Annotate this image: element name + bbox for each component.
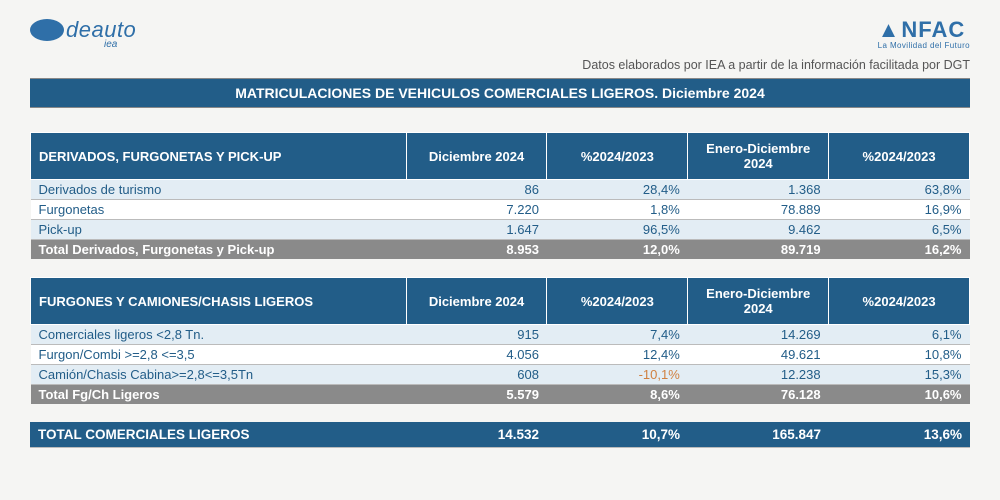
table-row: Camión/Chasis Cabina>=2,8<=3,5Tn608-10,1… (31, 365, 970, 385)
col-pct1: %2024/2023 (547, 133, 688, 180)
row-value: 63,8% (829, 180, 970, 200)
logo-ideauto: deauto iea (30, 17, 136, 50)
row-value: 78.889 (688, 200, 829, 220)
row-label: Furgon/Combi >=2,8 <=3,5 (31, 345, 407, 365)
row-value: 7.220 (406, 200, 547, 220)
col-ytd: Enero-Diciembre 2024 (688, 133, 829, 180)
col-ytd: Enero-Diciembre 2024 (688, 278, 829, 325)
grand-total-v2: 165.847 (688, 422, 829, 448)
total-value: 16,2% (829, 240, 970, 260)
row-value: -10,1% (547, 365, 688, 385)
page-title: MATRICULACIONES DE VEHICULOS COMERCIALES… (30, 78, 970, 108)
row-value: 1,8% (547, 200, 688, 220)
total-row: Total Fg/Ch Ligeros5.5798,6%76.12810,6% (31, 385, 970, 405)
row-value: 49.621 (688, 345, 829, 365)
row-label: Derivados de turismo (31, 180, 407, 200)
row-value: 9.462 (688, 220, 829, 240)
row-value: 16,9% (829, 200, 970, 220)
table1-title: DERIVADOS, FURGONETAS Y PICK-UP (31, 133, 407, 180)
ideauto-icon (30, 19, 64, 41)
table-derivados: DERIVADOS, FURGONETAS Y PICK-UP Diciembr… (30, 132, 970, 259)
total-value: 10,6% (829, 385, 970, 405)
table-furgones: FURGONES Y CAMIONES/CHASIS LIGEROS Dicie… (30, 277, 970, 404)
total-value: 12,0% (547, 240, 688, 260)
row-label: Pick-up (31, 220, 407, 240)
data-source-note: Datos elaborados por IEA a partir de la … (30, 58, 970, 72)
row-value: 10,8% (829, 345, 970, 365)
col-pct1: %2024/2023 (547, 278, 688, 325)
header-logos: deauto iea ▲ NFAC La Movilidad del Futur… (30, 12, 970, 54)
table2-title: FURGONES Y CAMIONES/CHASIS LIGEROS (31, 278, 407, 325)
row-label: Furgonetas (31, 200, 407, 220)
row-value: 1.647 (406, 220, 547, 240)
total-label: Total Fg/Ch Ligeros (31, 385, 407, 405)
row-value: 915 (406, 325, 547, 345)
grand-total-v0: 14.532 (406, 422, 547, 448)
row-value: 7,4% (547, 325, 688, 345)
logo-right-text: NFAC (901, 17, 965, 43)
table-row: Pick-up1.64796,5%9.4626,5% (31, 220, 970, 240)
col-pct2: %2024/2023 (829, 278, 970, 325)
total-label: Total Derivados, Furgonetas y Pick-up (31, 240, 407, 260)
row-value: 86 (406, 180, 547, 200)
row-value: 15,3% (829, 365, 970, 385)
row-value: 6,5% (829, 220, 970, 240)
col-pct2: %2024/2023 (829, 133, 970, 180)
logo-right-sub: La Movilidad del Futuro (878, 41, 970, 50)
row-value: 14.269 (688, 325, 829, 345)
grand-total-v1: 10,7% (547, 422, 688, 448)
row-value: 4.056 (406, 345, 547, 365)
total-value: 8,6% (547, 385, 688, 405)
row-value: 12,4% (547, 345, 688, 365)
row-value: 608 (406, 365, 547, 385)
row-label: Camión/Chasis Cabina>=2,8<=3,5Tn (31, 365, 407, 385)
row-value: 6,1% (829, 325, 970, 345)
grand-total-label: TOTAL COMERCIALES LIGEROS (30, 422, 406, 448)
anfac-icon: ▲ (878, 17, 900, 43)
row-value: 1.368 (688, 180, 829, 200)
col-dec2024: Diciembre 2024 (406, 133, 547, 180)
total-value: 5.579 (406, 385, 547, 405)
table1-head: DERIVADOS, FURGONETAS Y PICK-UP Diciembr… (31, 133, 970, 180)
table-row: Furgonetas7.2201,8%78.88916,9% (31, 200, 970, 220)
grand-total-v3: 13,6% (829, 422, 970, 448)
total-value: 89.719 (688, 240, 829, 260)
row-value: 28,4% (547, 180, 688, 200)
table-row: Derivados de turismo8628,4%1.36863,8% (31, 180, 970, 200)
logo-left-text: deauto (66, 17, 136, 43)
grand-total-row: TOTAL COMERCIALES LIGEROS 14.532 10,7% 1… (30, 422, 970, 448)
table-row: Comerciales ligeros <2,8 Tn.9157,4%14.26… (31, 325, 970, 345)
logo-anfac: ▲ NFAC La Movilidad del Futuro (878, 17, 970, 50)
row-value: 12.238 (688, 365, 829, 385)
row-label: Comerciales ligeros <2,8 Tn. (31, 325, 407, 345)
total-value: 8.953 (406, 240, 547, 260)
col-dec2024: Diciembre 2024 (406, 278, 547, 325)
total-row: Total Derivados, Furgonetas y Pick-up8.9… (31, 240, 970, 260)
table-row: Furgon/Combi >=2,8 <=3,54.05612,4%49.621… (31, 345, 970, 365)
total-value: 76.128 (688, 385, 829, 405)
table2-head: FURGONES Y CAMIONES/CHASIS LIGEROS Dicie… (31, 278, 970, 325)
row-value: 96,5% (547, 220, 688, 240)
